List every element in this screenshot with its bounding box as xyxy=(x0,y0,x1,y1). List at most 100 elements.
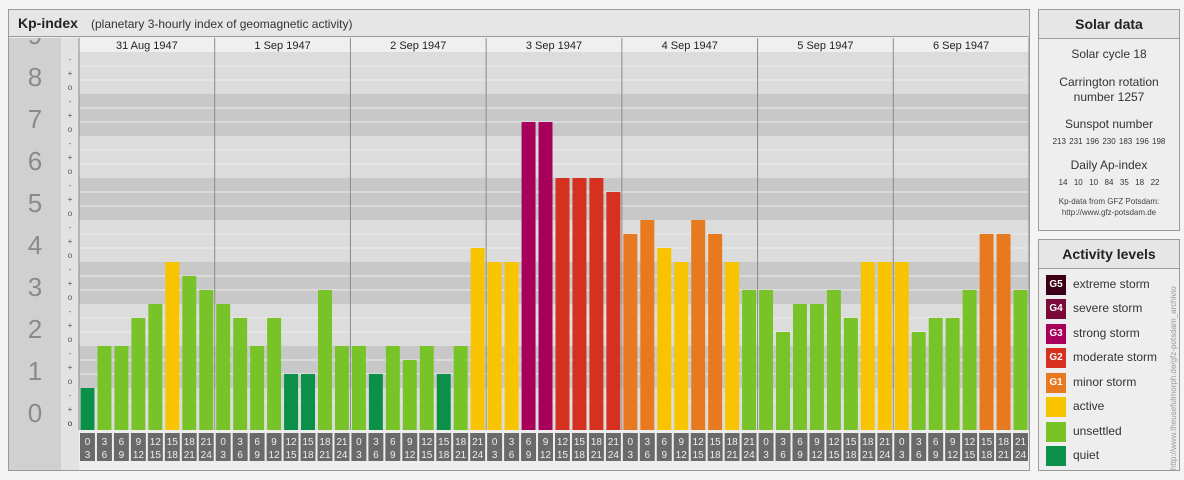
interval-start-label: 6 xyxy=(119,437,125,448)
interval-box xyxy=(894,433,910,461)
interval-start-label: 18 xyxy=(319,437,331,448)
kp-bar xyxy=(402,359,417,430)
y-minor-tick-label: - xyxy=(69,181,72,190)
y-minor-tick-label: o xyxy=(68,419,73,428)
interval-end-label: 18 xyxy=(574,450,586,461)
y-tick-label: 0 xyxy=(28,398,42,428)
kp-bar xyxy=(436,374,451,430)
interval-start-label: 18 xyxy=(591,437,603,448)
kp-bar xyxy=(385,346,400,430)
kp-bar xyxy=(809,304,824,430)
interval-end-label: 21 xyxy=(591,450,603,461)
kp-bar xyxy=(165,262,180,430)
kp-bar xyxy=(843,317,858,430)
interval-end-label: 9 xyxy=(254,450,260,461)
interval-end-label: 21 xyxy=(862,450,874,461)
interval-start-label: 21 xyxy=(744,437,756,448)
interval-start-label: 18 xyxy=(862,437,874,448)
level-g3: G3 strong storm xyxy=(1046,324,1176,344)
kp-bar xyxy=(148,304,163,430)
interval-end-label: 9 xyxy=(933,450,939,461)
interval-start-label: 15 xyxy=(574,437,586,448)
interval-end-label: 9 xyxy=(390,450,396,461)
interval-box xyxy=(945,433,961,461)
interval-box xyxy=(504,433,520,461)
grid-band xyxy=(79,220,1029,262)
y-minor-tick-label: o xyxy=(68,419,73,428)
interval-box xyxy=(368,433,384,461)
interval-box xyxy=(826,433,842,461)
interval-end-label: 6 xyxy=(373,450,379,461)
interval-end-label: 15 xyxy=(693,450,705,461)
interval-end-label: 18 xyxy=(981,450,993,461)
interval-box xyxy=(538,433,553,461)
interval-start-label: 12 xyxy=(964,437,976,448)
y-minor-tick-label: o xyxy=(68,335,73,344)
interval-start-label: 12 xyxy=(693,437,705,448)
kp-bar xyxy=(555,178,570,430)
kp-bar xyxy=(657,248,672,430)
carrington-rotation-label: Carrington rotation xyxy=(1059,75,1159,89)
sunspot-numbers: 213 231 196 230 183 196 198 xyxy=(1052,137,1166,146)
kp-bar xyxy=(759,290,774,430)
interval-start-label: 3 xyxy=(373,437,379,448)
y-axis-minor-column xyxy=(61,38,79,470)
y-tick-label: 4 xyxy=(28,230,42,260)
kp-bar xyxy=(250,346,265,430)
level-g5: G5 extreme storm xyxy=(1046,275,1176,295)
level-label: severe storm xyxy=(1073,301,1143,315)
level-unsettled: unsettled xyxy=(1046,422,1176,442)
interval-box xyxy=(605,433,621,461)
kp-bar xyxy=(114,346,129,430)
day-label: 2 Sep 1947 xyxy=(390,40,446,52)
kp-bar xyxy=(351,346,366,430)
y-minor-tick-label: - xyxy=(69,307,72,316)
y-minor-tick-label: o xyxy=(68,167,73,176)
y-minor-tick-label: o xyxy=(68,377,73,386)
interval-end-label: 18 xyxy=(167,450,179,461)
kp-bar xyxy=(742,290,757,430)
interval-start-label: 21 xyxy=(608,437,620,448)
y-minor-tick-label: o xyxy=(68,209,73,218)
interval-box xyxy=(419,433,435,461)
interval-end-label: 12 xyxy=(133,450,145,461)
y-minor-tick-label: - xyxy=(69,391,72,400)
y-minor-tick-label: o xyxy=(68,125,73,134)
y-minor-tick-label: + xyxy=(68,321,73,330)
interval-box xyxy=(164,433,180,461)
kp-bar xyxy=(572,178,587,430)
interval-end-label: 15 xyxy=(828,450,840,461)
kp-bar xyxy=(368,374,383,430)
y-tick-label: 2 xyxy=(28,314,42,344)
chart-title: Kp-index xyxy=(18,15,78,31)
interval-end-label: 18 xyxy=(438,450,450,461)
interval-box xyxy=(996,433,1012,461)
y-tick-label: 8 xyxy=(28,62,42,92)
kp-bar xyxy=(301,374,315,430)
interval-start-label: 12 xyxy=(828,437,840,448)
kp-bar xyxy=(725,262,740,430)
interval-box xyxy=(962,433,978,461)
interval-box xyxy=(639,433,655,461)
y-minor-tick-label: + xyxy=(68,279,73,288)
interval-start-label: 0 xyxy=(356,437,362,448)
chart-title-bar: Kp-index (planetary 3-hourly index of ge… xyxy=(9,10,1029,37)
activity-levels-header: Activity levels xyxy=(1039,240,1179,269)
kp-bar xyxy=(860,262,875,430)
interval-box xyxy=(860,433,876,461)
source-link[interactable]: http://www.gfz-potsdam.de xyxy=(1061,208,1157,217)
y-minor-tick-label: - xyxy=(69,349,72,358)
ap-index-label: Daily Ap-index xyxy=(1070,158,1148,172)
kp-bar xyxy=(894,262,909,430)
interval-box xyxy=(198,433,214,461)
kp-bar xyxy=(233,317,248,430)
day-label: 5 Sep 1947 xyxy=(797,40,853,52)
interval-box xyxy=(690,433,706,461)
interval-end-label: 3 xyxy=(899,450,905,461)
interval-end-label: 21 xyxy=(455,450,467,461)
carrington-rotation-number: number 1257 xyxy=(1073,90,1145,104)
interval-start-label: 6 xyxy=(390,437,396,448)
interval-start-label: 21 xyxy=(336,437,348,448)
kp-bar xyxy=(674,262,689,430)
interval-start-label: 15 xyxy=(710,437,722,448)
